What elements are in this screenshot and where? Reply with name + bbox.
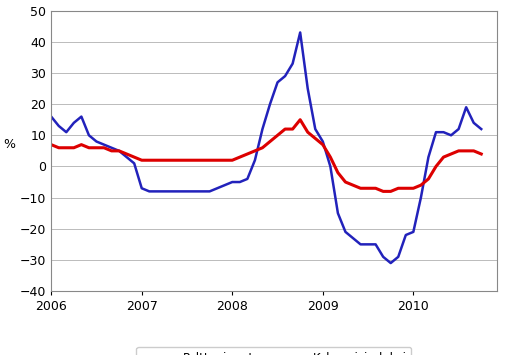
Polttoaineet (463, 105, 469, 109)
Line: Kokonaisindeksi: Kokonaisindeksi (51, 120, 481, 191)
Polttoaineet (343, 230, 349, 234)
Kokonaisindeksi (297, 118, 303, 122)
Kokonaisindeksi (373, 186, 379, 190)
Kokonaisindeksi (146, 158, 153, 162)
Polttoaineet (478, 127, 484, 131)
Kokonaisindeksi (463, 149, 469, 153)
Polttoaineet (388, 261, 394, 265)
Kokonaisindeksi (154, 158, 160, 162)
Y-axis label: %: % (3, 138, 15, 151)
Polttoaineet (373, 242, 379, 246)
Polttoaineet (425, 155, 432, 159)
Legend: Polttoaineet, Kokonaisindeksi: Polttoaineet, Kokonaisindeksi (137, 347, 411, 355)
Line: Polttoaineet: Polttoaineet (51, 32, 481, 263)
Kokonaisindeksi (343, 180, 349, 184)
Kokonaisindeksi (478, 152, 484, 156)
Kokonaisindeksi (48, 142, 54, 147)
Kokonaisindeksi (380, 189, 386, 193)
Polttoaineet (154, 189, 160, 193)
Polttoaineet (146, 189, 153, 193)
Kokonaisindeksi (425, 177, 432, 181)
Polttoaineet (297, 30, 303, 34)
Polttoaineet (48, 114, 54, 119)
